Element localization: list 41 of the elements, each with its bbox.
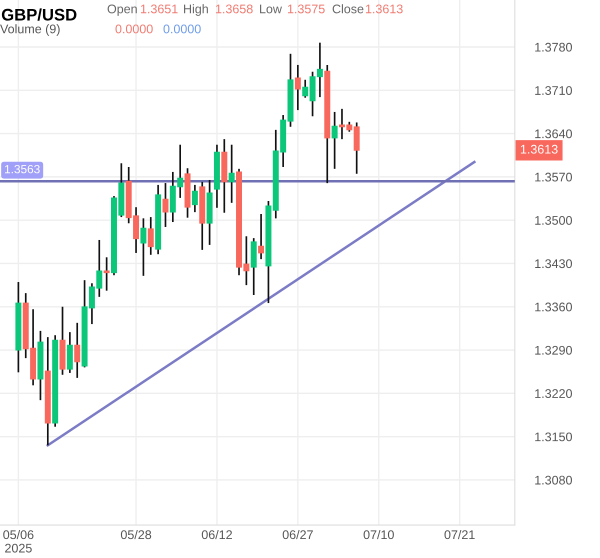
candlestick — [74, 322, 80, 379]
y-tick-label: 1.3500 — [535, 216, 572, 225]
y-tick-label: 1.3360 — [535, 302, 572, 312]
x-tick-label: 07/21 — [444, 530, 475, 540]
y-tick-label: 1.3710 — [535, 86, 572, 95]
candlestick — [104, 256, 110, 292]
candlestick — [148, 216, 154, 256]
candlestick — [140, 217, 146, 277]
annotation: 1.3651 — [140, 4, 178, 14]
candlestick — [332, 111, 338, 170]
annotation: 1.3575 — [288, 4, 325, 14]
annotation: Open — [108, 4, 137, 16]
candlestick — [294, 64, 301, 111]
x-tick-label: 05/06 2025 — [3, 530, 34, 553]
y-tick-label: 1.3430 — [535, 259, 572, 268]
ref-line-label: 1.3563 — [5, 164, 40, 174]
y-tick-label: 1.3150 — [535, 432, 572, 442]
annotation: Volume (9) — [0, 24, 60, 36]
y-tick-label: 1.3290 — [535, 346, 572, 355]
candlestick — [258, 213, 264, 260]
chart-title: GBP/USD — [2, 8, 76, 21]
text: 1.3613 — [520, 144, 558, 154]
x-tick-label: 05/28 — [120, 530, 152, 540]
x-tick-label: 06/27 — [282, 530, 313, 540]
annotation: 1.3613 — [366, 4, 403, 14]
y-tick-label: 1.3080 — [535, 476, 572, 485]
annotation: High — [184, 4, 208, 16]
x-tick-label: 07/10 — [364, 530, 394, 540]
y-tick-label: 1.3570 — [535, 172, 572, 182]
y-tick-label: 1.3220 — [535, 389, 572, 398]
annotation: 0.0000 — [163, 24, 201, 34]
annotation: 1.3658 — [216, 4, 253, 14]
annotation: 0.0000 — [115, 24, 153, 34]
candlestick — [162, 182, 168, 228]
y-tick-label: 1.3780 — [535, 42, 572, 52]
x-tick-label: 06/12 — [202, 530, 232, 540]
candlestick — [228, 144, 235, 204]
annotation: Close — [332, 4, 364, 14]
annotation: Low — [260, 4, 282, 14]
candlestick — [192, 184, 198, 213]
y-tick-label: 1.3640 — [535, 129, 572, 138]
